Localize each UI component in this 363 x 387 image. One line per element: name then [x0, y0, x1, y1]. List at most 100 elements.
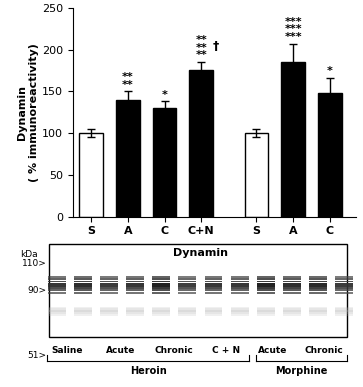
Bar — [74, 285, 92, 287]
Text: ***: *** — [285, 24, 302, 34]
Bar — [309, 292, 327, 293]
Bar — [100, 276, 118, 278]
Bar — [48, 283, 66, 285]
Bar — [283, 307, 301, 308]
Bar — [74, 289, 92, 291]
Bar — [257, 281, 275, 283]
Bar — [100, 281, 118, 283]
Bar — [179, 287, 196, 289]
Bar — [335, 312, 353, 314]
Bar — [335, 278, 353, 280]
Bar — [257, 285, 275, 287]
Bar — [152, 289, 170, 291]
Bar — [48, 276, 66, 278]
Bar — [152, 283, 170, 285]
Bar — [257, 289, 275, 291]
Text: ***: *** — [285, 32, 302, 42]
Bar — [204, 314, 223, 316]
Bar — [309, 287, 327, 289]
Bar — [309, 312, 327, 314]
Text: 51>: 51> — [28, 351, 47, 360]
Bar — [179, 285, 196, 287]
Text: Acute: Acute — [258, 346, 288, 355]
Bar — [335, 292, 353, 293]
Bar — [257, 314, 275, 316]
Bar — [231, 278, 249, 280]
Bar — [204, 307, 223, 308]
Text: **: ** — [195, 35, 207, 45]
Bar — [335, 289, 353, 291]
Text: **: ** — [195, 50, 207, 60]
Text: **: ** — [195, 43, 207, 53]
Bar — [257, 307, 275, 308]
Bar — [126, 283, 144, 285]
Bar — [74, 308, 92, 310]
Text: Morphine: Morphine — [276, 366, 328, 376]
Bar — [179, 292, 196, 293]
Bar — [179, 281, 196, 283]
Bar — [152, 285, 170, 287]
Bar — [204, 312, 223, 314]
Bar — [335, 307, 353, 308]
Bar — [283, 276, 301, 278]
Bar — [335, 308, 353, 310]
Bar — [74, 281, 92, 283]
Bar — [74, 278, 92, 280]
Bar — [283, 312, 301, 314]
Bar — [79, 133, 103, 217]
Bar — [204, 281, 223, 283]
Bar — [126, 285, 144, 287]
Bar — [231, 289, 249, 291]
Bar — [283, 310, 301, 312]
Text: ***: *** — [285, 17, 302, 27]
Bar — [100, 285, 118, 287]
Bar — [309, 281, 327, 283]
Bar — [283, 289, 301, 291]
Bar — [152, 281, 170, 283]
Bar — [74, 312, 92, 314]
Bar — [126, 289, 144, 291]
Text: Acute: Acute — [106, 346, 136, 355]
Bar — [152, 278, 170, 280]
Bar — [152, 314, 170, 316]
Bar — [126, 312, 144, 314]
Bar — [100, 287, 118, 289]
Bar — [283, 287, 301, 289]
Bar — [231, 312, 249, 314]
Bar — [48, 308, 66, 310]
Text: Dynamin: Dynamin — [173, 248, 228, 258]
Text: Morphine: Morphine — [264, 248, 323, 259]
Bar — [179, 278, 196, 280]
Bar — [179, 308, 196, 310]
Bar — [283, 308, 301, 310]
Bar — [152, 310, 170, 312]
Bar — [100, 289, 118, 291]
Bar — [74, 310, 92, 312]
Bar — [126, 276, 144, 278]
Bar — [309, 289, 327, 291]
Bar — [48, 289, 66, 291]
Text: **: ** — [122, 72, 134, 82]
Bar — [152, 308, 170, 310]
Bar — [309, 307, 327, 308]
Bar — [48, 314, 66, 316]
Bar — [257, 292, 275, 293]
Bar — [309, 308, 327, 310]
Bar — [48, 287, 66, 289]
Text: Heroin: Heroin — [125, 248, 167, 259]
Bar — [204, 310, 223, 312]
Bar — [126, 281, 144, 283]
Bar — [204, 308, 223, 310]
Bar — [309, 283, 327, 285]
Bar — [152, 307, 170, 308]
Bar — [126, 287, 144, 289]
Bar — [257, 276, 275, 278]
Bar — [48, 310, 66, 312]
Bar — [335, 285, 353, 287]
Bar — [48, 281, 66, 283]
Text: Heroin: Heroin — [130, 366, 167, 376]
Text: Chronic: Chronic — [154, 346, 193, 355]
Bar — [309, 310, 327, 312]
Bar — [152, 312, 170, 314]
Bar — [100, 307, 118, 308]
